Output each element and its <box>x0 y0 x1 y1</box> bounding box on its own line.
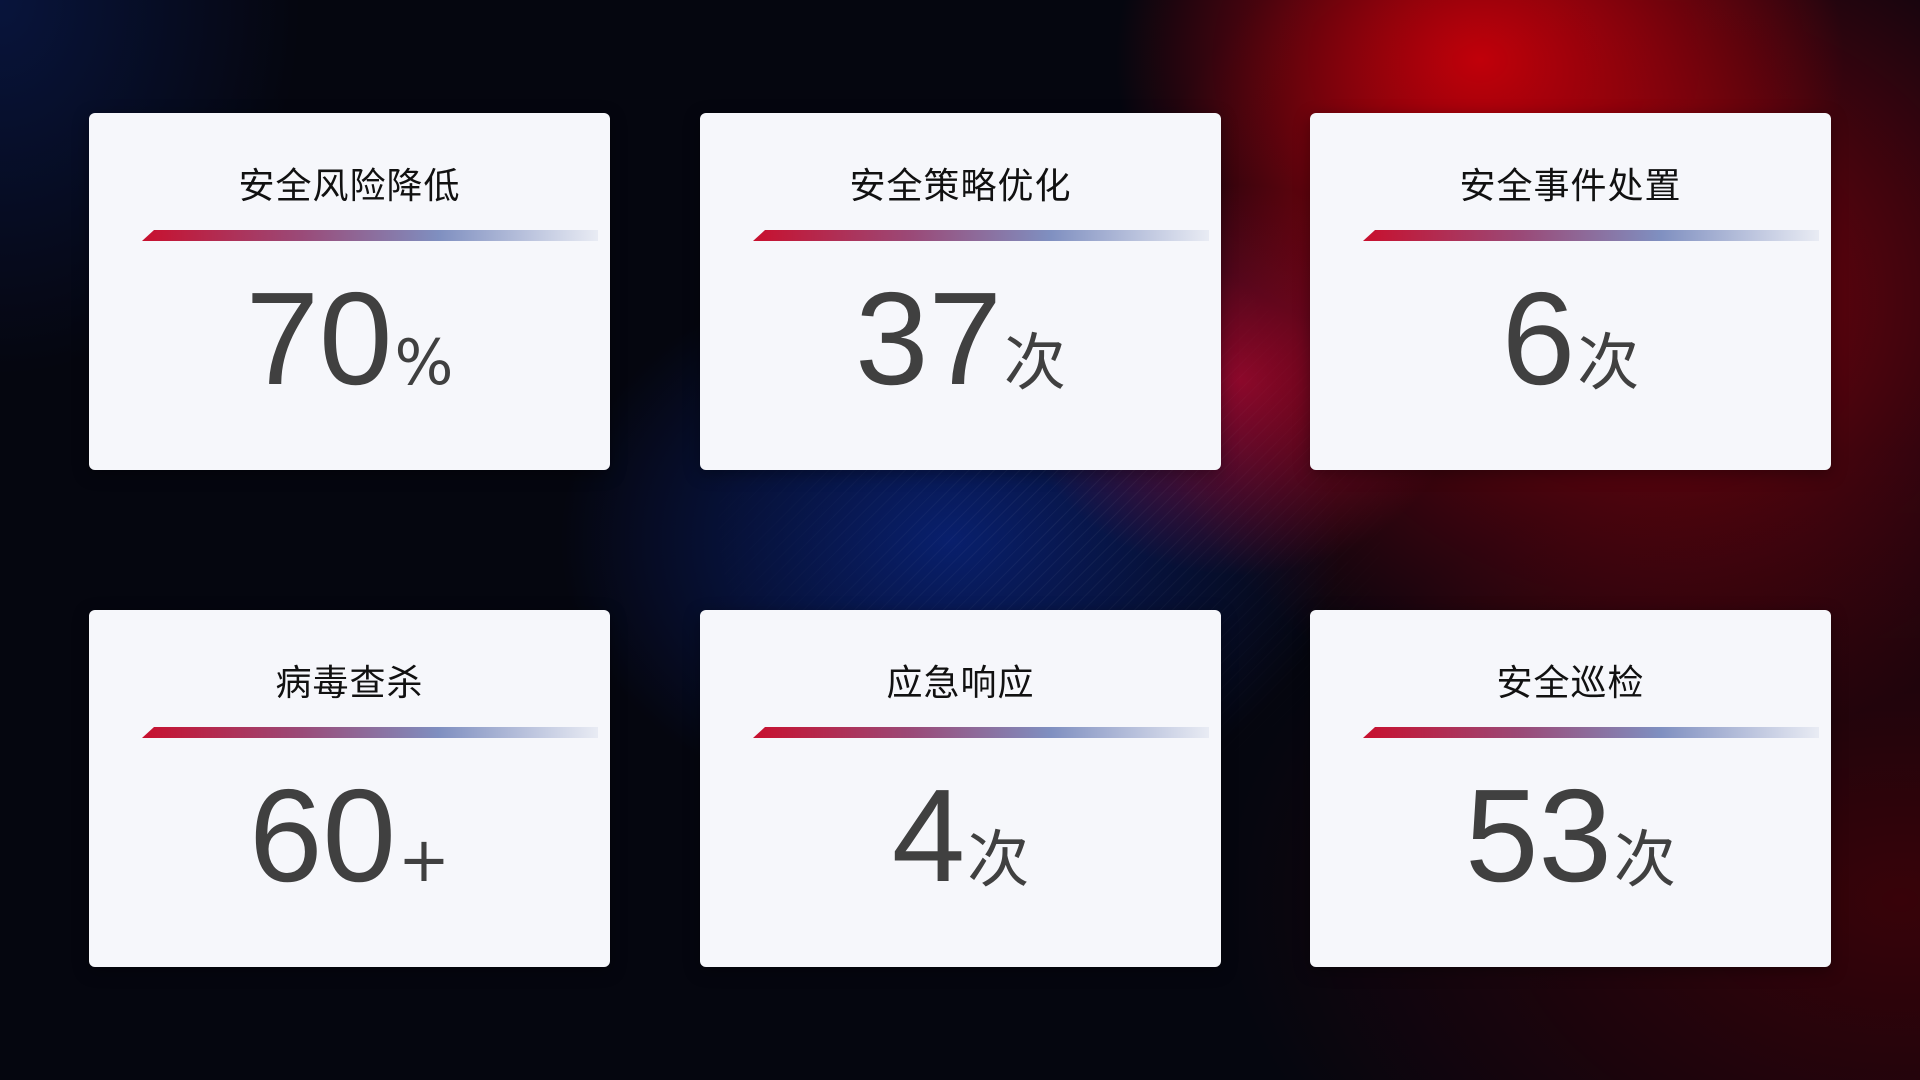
stat-card-security-inspection: 安全巡检 53次 <box>1310 610 1831 967</box>
card-title: 安全策略优化 <box>849 166 1072 207</box>
value-number: 4 <box>891 762 966 909</box>
card-title: 安全巡检 <box>1496 663 1645 704</box>
stat-card-risk-reduction: 安全风险降低 70% <box>89 113 610 470</box>
card-divider <box>753 230 1209 241</box>
value-number: 37 <box>855 265 1002 412</box>
stat-card-policy-optimization: 安全策略优化 37次 <box>700 113 1221 470</box>
card-value: 53次 <box>1310 770 1831 902</box>
card-title: 应急响应 <box>886 663 1035 704</box>
card-title: 安全风险降低 <box>238 166 461 207</box>
stat-card-emergency-response: 应急响应 4次 <box>700 610 1221 967</box>
card-divider <box>753 727 1209 738</box>
card-divider <box>1363 727 1819 738</box>
value-unit: 次 <box>1613 823 1676 896</box>
value-unit: 次 <box>1003 326 1066 399</box>
value-unit: 次 <box>1577 326 1640 399</box>
value-number: 60 <box>249 762 396 909</box>
value-unit: % <box>394 326 454 399</box>
card-value: 60+ <box>89 770 610 902</box>
card-divider <box>142 230 598 241</box>
card-value: 6次 <box>1310 273 1831 405</box>
value-number: 6 <box>1501 265 1576 412</box>
card-title: 病毒查杀 <box>275 663 424 704</box>
value-unit: + <box>397 823 450 896</box>
stat-card-virus-removal: 病毒查杀 60+ <box>89 610 610 967</box>
card-divider <box>142 727 598 738</box>
card-value: 70% <box>89 273 610 405</box>
value-unit: 次 <box>967 823 1030 896</box>
value-number: 53 <box>1465 762 1612 909</box>
card-value: 37次 <box>700 273 1221 405</box>
card-divider <box>1363 230 1819 241</box>
stat-card-incident-handling: 安全事件处置 6次 <box>1310 113 1831 470</box>
value-number: 70 <box>245 265 393 412</box>
card-value: 4次 <box>700 770 1221 902</box>
card-title: 安全事件处置 <box>1459 166 1682 207</box>
